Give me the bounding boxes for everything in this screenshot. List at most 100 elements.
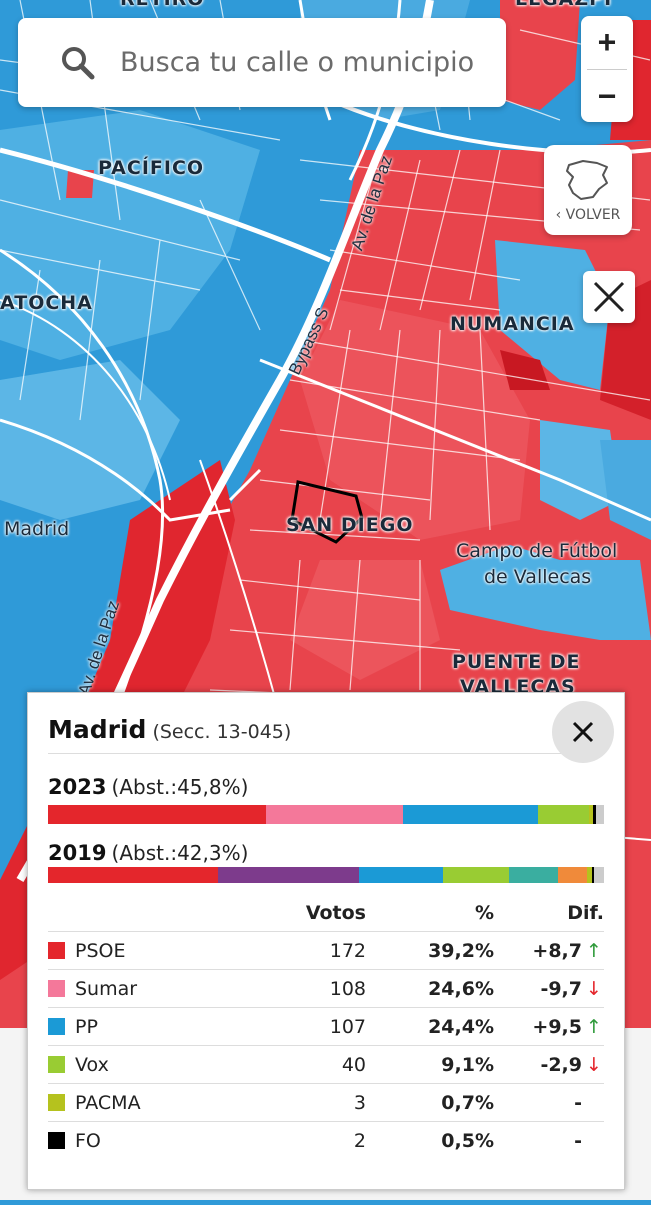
pct-cell: 0,5% bbox=[366, 1121, 494, 1159]
votes-cell: 40 bbox=[278, 1045, 366, 1084]
year-2023-row: 2023 (Abst.:45,8%) bbox=[48, 775, 248, 799]
dif-value: - bbox=[574, 1091, 582, 1114]
map-label-legazpi: LEGAZPI bbox=[515, 0, 612, 10]
bar-2019-segment bbox=[442, 867, 510, 883]
bar-2023-segment bbox=[48, 805, 266, 824]
party-name: PP bbox=[75, 1015, 98, 1038]
map-label-atocha: ATOCHA bbox=[0, 292, 93, 314]
pp-area bbox=[440, 545, 651, 640]
table-row: Vox 40 9,1% -2,9 ↓ bbox=[48, 1045, 604, 1084]
party-cell: FO bbox=[48, 1121, 278, 1159]
spain-map-icon bbox=[566, 160, 608, 200]
search-input[interactable]: Busca tu calle o municipio bbox=[120, 47, 475, 78]
party-swatch bbox=[48, 941, 65, 959]
results-table: Votos % Dif. PSOE 172 39,2% +8,7 ↑ Sumar 108 24… bbox=[48, 895, 604, 1159]
zoom-out-button[interactable]: − bbox=[597, 78, 617, 114]
votes-cell: 172 bbox=[278, 931, 366, 970]
header-votos: Votos bbox=[305, 902, 366, 924]
party-name: FO bbox=[75, 1129, 101, 1152]
bar-2023-segment bbox=[265, 805, 403, 824]
search-icon bbox=[62, 46, 95, 79]
pp-area bbox=[540, 420, 620, 520]
votes-cell: 107 bbox=[278, 1007, 366, 1046]
votes-cell: 108 bbox=[278, 969, 366, 1008]
pct-cell: 24,4% bbox=[366, 1007, 494, 1046]
bar-2019-segment bbox=[594, 867, 604, 883]
volver-label: ‹ VOLVER bbox=[555, 207, 621, 223]
table-row: Sumar 108 24,6% -9,7 ↓ bbox=[48, 969, 604, 1008]
party-swatch bbox=[48, 1055, 65, 1073]
volver-button[interactable]: ‹ VOLVER bbox=[544, 145, 632, 235]
close-icon bbox=[593, 281, 625, 313]
party-name: Vox bbox=[75, 1053, 109, 1076]
dif-cell: - bbox=[494, 1083, 604, 1122]
map-label-numancia: NUMANCIA bbox=[450, 313, 575, 335]
pct-cell: 9,1% bbox=[366, 1045, 494, 1084]
map-label-madrid: Madrid bbox=[4, 518, 70, 540]
psoe-area bbox=[66, 170, 94, 198]
search-box[interactable]: Busca tu calle o municipio bbox=[18, 18, 506, 107]
map-label-san-diego: SAN DIEGO bbox=[286, 514, 414, 536]
party-cell: Sumar bbox=[48, 969, 278, 1008]
bar-2019-segment bbox=[359, 867, 443, 883]
bar-2023-segment bbox=[592, 805, 596, 824]
dif-cell: -9,7 ↓ bbox=[494, 969, 604, 1008]
bar-2023-segment bbox=[402, 805, 539, 824]
psoe-area bbox=[300, 300, 530, 540]
panel-close-button[interactable] bbox=[552, 701, 614, 763]
party-name: PACMA bbox=[75, 1091, 141, 1114]
bar-2019-segment bbox=[591, 867, 595, 883]
map-label-retiro: RETIRO bbox=[120, 0, 204, 10]
dif-value: +8,7 bbox=[532, 939, 582, 962]
abstention-2023: (Abst.:45,8%) bbox=[111, 775, 249, 799]
map-label-de-vallecas: de Vallecas bbox=[484, 566, 592, 588]
pct-cell: 24,6% bbox=[366, 969, 494, 1008]
header-pct: % bbox=[474, 902, 494, 924]
arrow-up-icon: ↑ bbox=[586, 939, 602, 962]
map-label-puente-de: PUENTE DE bbox=[452, 651, 581, 673]
party-swatch bbox=[48, 1017, 65, 1035]
dif-value: -9,7 bbox=[540, 977, 582, 1000]
table-row: FO 2 0,5% - bbox=[48, 1121, 604, 1159]
close-map-button[interactable] bbox=[583, 271, 635, 323]
bar-2019-segment bbox=[509, 867, 559, 883]
bar-2023-segment bbox=[538, 805, 589, 824]
panel-subtitle: (Secc. 13-045) bbox=[152, 721, 292, 743]
table-row: PACMA 3 0,7% - bbox=[48, 1083, 604, 1122]
pp-area bbox=[0, 110, 260, 360]
dif-cell: - bbox=[494, 1121, 604, 1159]
year-2019-label: 2019 bbox=[48, 841, 107, 865]
bar-2019-segment bbox=[558, 867, 588, 883]
year-2019-row: 2019 (Abst.:42,3%) bbox=[48, 841, 248, 865]
zoom-in-button[interactable]: + bbox=[597, 24, 617, 60]
year-2023-label: 2023 bbox=[48, 775, 107, 799]
results-bar-2023 bbox=[48, 805, 604, 824]
panel-title: Madrid bbox=[48, 715, 147, 744]
pp-area bbox=[495, 240, 610, 390]
dif-value: - bbox=[574, 1129, 582, 1152]
arrow-down-icon: ↓ bbox=[586, 1053, 602, 1076]
close-icon bbox=[572, 721, 594, 743]
arrow-up-icon: ↑ bbox=[586, 1015, 602, 1038]
dif-value: -2,9 bbox=[540, 1053, 582, 1076]
header-party bbox=[48, 895, 278, 932]
dif-value: +9,5 bbox=[532, 1015, 582, 1038]
panel-header: Madrid (Secc. 13-045) bbox=[48, 715, 604, 754]
table-header-row: Votos % Dif. bbox=[48, 895, 604, 932]
zoom-divider bbox=[587, 69, 627, 70]
bar-2023-segment bbox=[588, 805, 593, 824]
party-cell: PSOE bbox=[48, 931, 278, 970]
party-cell: Vox bbox=[48, 1045, 278, 1084]
bar-2019-segment bbox=[587, 867, 592, 883]
dif-cell: -2,9 ↓ bbox=[494, 1045, 604, 1084]
selected-section-outline[interactable] bbox=[290, 480, 364, 544]
map-label-pacifico: PACÍFICO bbox=[98, 157, 205, 179]
header-dif: Dif. bbox=[567, 902, 604, 924]
dif-cell: +8,7 ↑ bbox=[494, 931, 604, 970]
results-panel: Madrid (Secc. 13-045) 2023 (Abst.:45,8%) … bbox=[27, 692, 625, 1190]
party-cell: PACMA bbox=[48, 1083, 278, 1122]
bar-2023-segment bbox=[595, 805, 604, 824]
pct-cell: 0,7% bbox=[366, 1083, 494, 1122]
map-label-campo-futbol: Campo de Fútbol bbox=[456, 540, 618, 562]
results-bar-2019 bbox=[48, 867, 604, 883]
